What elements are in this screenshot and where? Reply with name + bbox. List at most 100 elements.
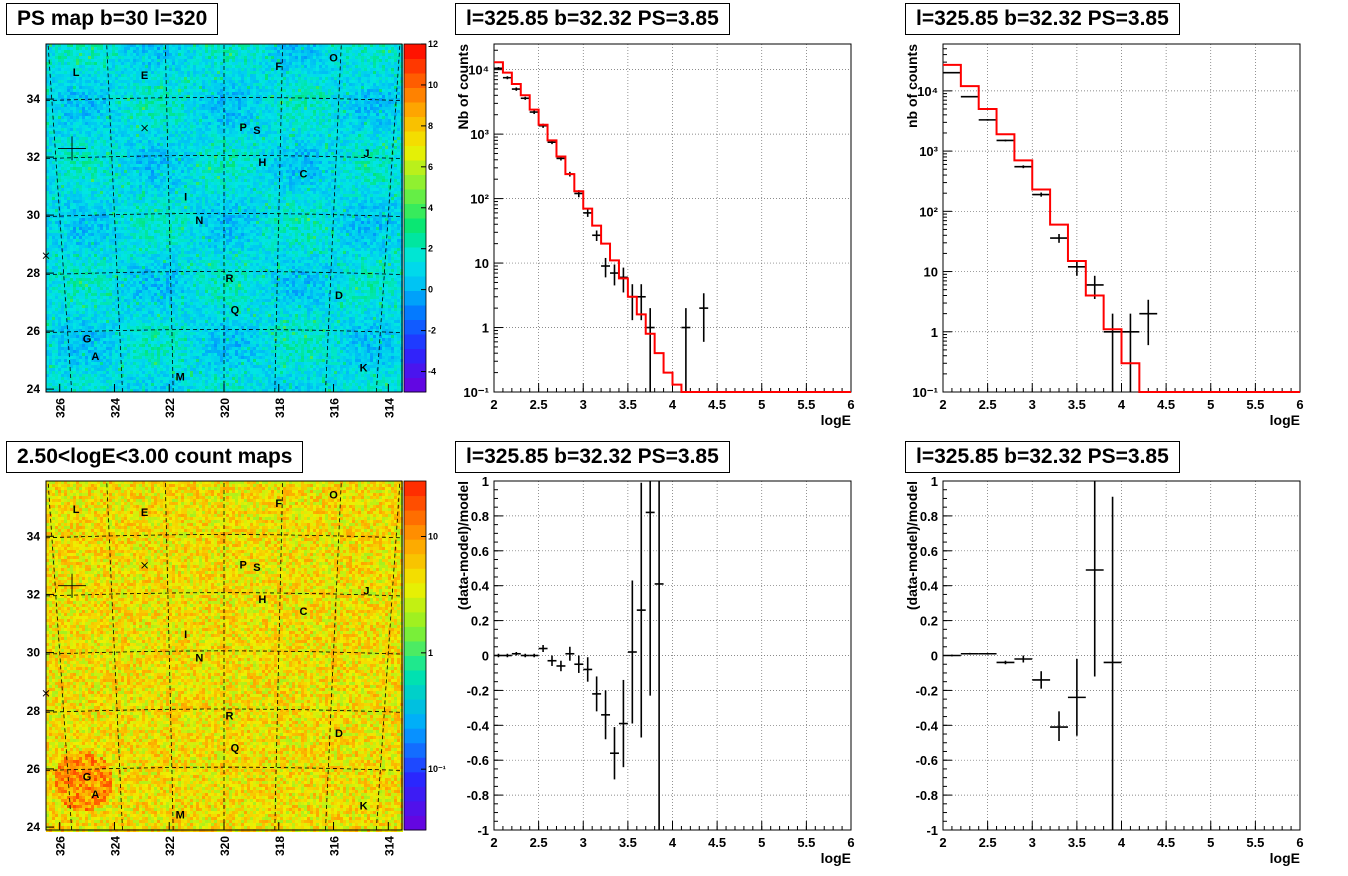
ps_map-pixel	[187, 158, 190, 161]
ps_map-pixel	[112, 77, 115, 80]
ps_map-pixel	[91, 101, 94, 104]
ps_map-pixel	[178, 59, 181, 62]
ps_map-pixel	[106, 158, 109, 161]
ps_map-pixel	[157, 104, 160, 107]
ps_map-pixel	[256, 137, 259, 140]
ps_map-pixel	[385, 161, 388, 164]
ps_map-pixel	[376, 119, 379, 122]
ps_map-pixel	[397, 143, 400, 146]
ps_map-pixel	[76, 110, 79, 113]
ps_map-pixel	[52, 50, 55, 53]
ps_map-pixel	[172, 167, 175, 170]
ps_map-pixel	[106, 101, 109, 104]
ps_map-pixel	[130, 116, 133, 119]
ps_map-pixel	[247, 53, 250, 56]
ps_map-pixel	[235, 47, 238, 50]
ps_map-pixel	[79, 116, 82, 119]
ps_map-pixel	[91, 80, 94, 83]
ps_map-pixel	[163, 71, 166, 74]
ps_map-pixel	[52, 86, 55, 89]
ps_map-pixel	[199, 68, 202, 71]
ps_map-pixel	[100, 101, 103, 104]
ps_map-pixel	[94, 131, 97, 134]
ps_map-pixel	[211, 134, 214, 137]
ps_map-pixel	[76, 59, 79, 62]
ps_map-pixel	[85, 140, 88, 143]
ps_map-pixel	[211, 152, 214, 155]
ps_map-pixel	[70, 104, 73, 107]
ps_map-pixel	[181, 128, 184, 131]
ps_map-pixel	[268, 65, 271, 68]
ps_map-pixel	[76, 116, 79, 119]
ps_map-pixel	[61, 86, 64, 89]
ps_map-pixel	[325, 47, 328, 50]
ps_map-pixel	[253, 77, 256, 80]
ps_map-pixel	[250, 116, 253, 119]
ps_map-pixel	[358, 113, 361, 116]
ps_map-pixel	[241, 74, 244, 77]
ps_map-pixel	[343, 137, 346, 140]
ps_map-pixel	[235, 80, 238, 83]
ps_map-pixel	[379, 104, 382, 107]
ps_map-pixel	[160, 131, 163, 134]
ps_map-pixel	[136, 89, 139, 92]
ps_map-pixel	[334, 128, 337, 131]
ps_map-pixel	[181, 164, 184, 167]
ps_map-pixel	[208, 83, 211, 86]
ps_map-pixel	[355, 116, 358, 119]
ps_map-pixel	[175, 149, 178, 152]
ps_map-pixel	[376, 128, 379, 131]
ps_map-pixel	[385, 122, 388, 125]
ps_map-pixel	[274, 158, 277, 161]
ps_map-pixel	[103, 125, 106, 128]
ps_map-pixel	[148, 113, 151, 116]
ps_map-pixel	[298, 86, 301, 89]
ps_map-pixel	[361, 80, 364, 83]
ps_map-pixel	[223, 164, 226, 167]
ps_map-pixel	[97, 134, 100, 137]
ps_map-pixel	[181, 143, 184, 146]
ps_map-pixel	[148, 47, 151, 50]
ps_map-pixel	[298, 95, 301, 98]
ps_map-pixel	[226, 53, 229, 56]
ps_map-pixel	[70, 119, 73, 122]
ps_map-pixel	[193, 68, 196, 71]
ps_map-pixel	[121, 146, 124, 149]
ps_map-pixel	[205, 89, 208, 92]
ps_map-pixel	[283, 110, 286, 113]
ps_map-pixel	[286, 134, 289, 137]
ps_map-pixel	[106, 140, 109, 143]
ps_map-pixel	[256, 68, 259, 71]
ps_map-pixel	[289, 113, 292, 116]
ps_map-pixel	[271, 122, 274, 125]
ps_map-pixel	[295, 158, 298, 161]
ps_map-pixel	[79, 140, 82, 143]
ps_map-pixel	[331, 158, 334, 161]
ps_map-pixel	[190, 50, 193, 53]
ps_map-pixel	[199, 71, 202, 74]
ps_map-pixel	[118, 50, 121, 53]
ps_map-pixel	[382, 122, 385, 125]
ps_map-pixel	[265, 68, 268, 71]
ps_map-pixel	[154, 98, 157, 101]
ps_map-pixel	[214, 110, 217, 113]
ps_map-pixel	[67, 92, 70, 95]
ps_map-pixel	[49, 143, 52, 146]
ps_map-pixel	[232, 80, 235, 83]
ps_map-pixel	[307, 80, 310, 83]
ps_map-pixel	[112, 146, 115, 149]
ps_map-pixel	[61, 113, 64, 116]
ps_map-pixel	[115, 143, 118, 146]
ps_map-pixel	[271, 113, 274, 116]
ps_map-pixel	[130, 80, 133, 83]
ps_map-pixel	[217, 65, 220, 68]
ps_map-pixel	[172, 53, 175, 56]
ps_map-pixel	[322, 89, 325, 92]
ps_map-pixel	[325, 122, 328, 125]
ps_map-pixel	[124, 83, 127, 86]
ps_map-pixel	[118, 137, 121, 140]
ps_map-pixel	[184, 122, 187, 125]
ps_map-pixel	[310, 59, 313, 62]
ps_map-pixel	[238, 56, 241, 59]
ps_map-pixel	[217, 167, 220, 170]
